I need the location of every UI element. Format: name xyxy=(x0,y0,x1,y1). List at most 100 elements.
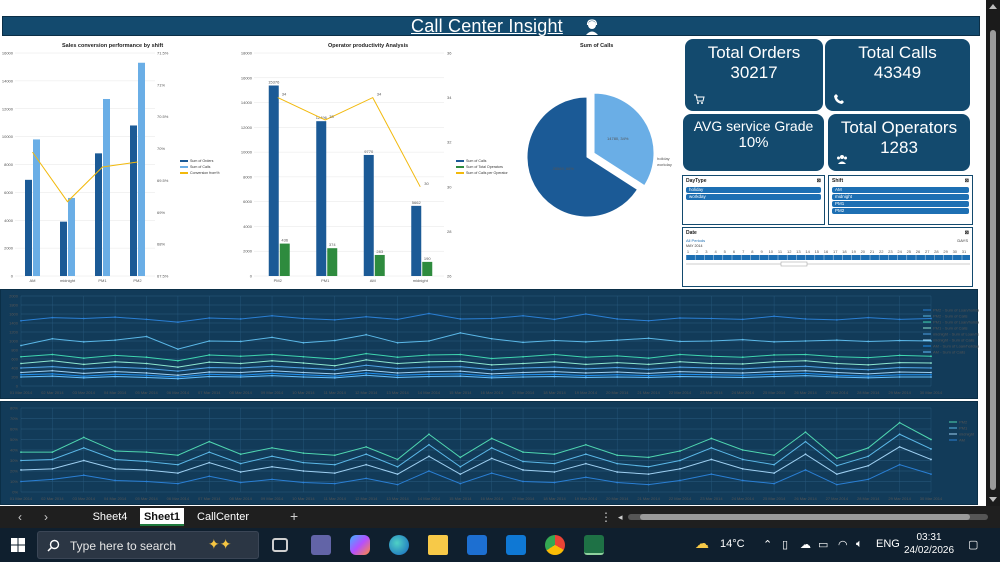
scroll-down-icon[interactable] xyxy=(989,497,997,502)
file-explorer-icon[interactable] xyxy=(428,535,448,555)
series-point xyxy=(867,368,870,371)
series-line xyxy=(20,353,932,362)
y-tick-label: 20% xyxy=(10,469,18,474)
excel-sheet[interactable]: Call Center Insight Sales conversion per… xyxy=(0,0,986,506)
clear-filter-icon[interactable]: ⊠ xyxy=(816,178,821,184)
pie-data-label: 28569, 66% xyxy=(553,166,575,171)
series-point xyxy=(867,455,870,458)
windows-start-icon[interactable] xyxy=(11,538,25,552)
series-point xyxy=(773,375,776,378)
input-language[interactable]: ENG xyxy=(876,538,900,550)
wifi-icon[interactable]: ◠ xyxy=(838,539,848,551)
x-tick-label: 27 Mar 2014 xyxy=(826,496,849,501)
tab-sheet1[interactable]: Sheet1 xyxy=(140,508,184,526)
tab-callcenter[interactable]: CallCenter xyxy=(197,511,249,523)
series-point xyxy=(553,339,556,342)
series-point xyxy=(145,372,148,374)
y2-tick-label: 28 xyxy=(447,229,452,234)
teams-icon[interactable] xyxy=(311,535,331,555)
series-point xyxy=(459,456,462,459)
copilot-icon[interactable] xyxy=(350,535,370,555)
vertical-scrollbar[interactable] xyxy=(986,0,1000,506)
series-point xyxy=(647,337,650,340)
device-icon[interactable]: ▯ xyxy=(782,539,789,551)
daily-conversion-line-chart: 0% 10% 20% 30% 40% 50% 60% 70% 80% 01 Mar 2014 02 … xyxy=(10,406,975,502)
x-tick-label: 26 Mar 2014 xyxy=(794,390,817,395)
hscroll-left-icon[interactable]: ◂ xyxy=(618,512,623,522)
timeline-day-label: 16 xyxy=(824,249,829,254)
cart-icon xyxy=(694,94,705,104)
shift-slicer[interactable]: Shift ⊠ AM midnight PM1 PM2 xyxy=(828,175,973,225)
y-tick-label: 6000 xyxy=(4,190,14,195)
tab-prev-icon[interactable]: ‹ xyxy=(18,510,22,524)
excel-icon[interactable] xyxy=(584,535,604,555)
series-point xyxy=(710,317,713,320)
edge-browser-icon[interactable] xyxy=(389,535,409,555)
series-point xyxy=(835,457,838,460)
horizontal-scrollbar-thumb[interactable] xyxy=(640,514,970,520)
scroll-thumb[interactable] xyxy=(990,30,996,490)
series-point xyxy=(365,333,368,336)
weather-temp[interactable]: 14°C xyxy=(720,538,745,550)
slicer-item-holiday[interactable]: holiday xyxy=(686,187,821,193)
y-tick-label: 16000 xyxy=(241,75,253,80)
series-point xyxy=(396,356,399,359)
series-point xyxy=(867,375,870,377)
series-line xyxy=(20,372,931,378)
outlook-icon[interactable] xyxy=(506,535,526,555)
tray-chevron-icon[interactable]: ⌃ xyxy=(763,539,773,551)
x-tick-label: 29 Mar 2014 xyxy=(888,496,911,501)
slicer-item-pm1[interactable]: PM1 xyxy=(832,201,969,207)
microsoft-store-icon[interactable] xyxy=(467,535,487,555)
series-point xyxy=(428,470,430,472)
series-point xyxy=(333,372,336,375)
series-point xyxy=(679,340,681,343)
onedrive-icon[interactable]: ☁ xyxy=(800,539,811,551)
timeline-day-label: 25 xyxy=(907,249,912,254)
chart2-legend: Sum of Calls Sum of Total Operators Sum … xyxy=(456,158,508,176)
clear-filter-icon[interactable]: ⊠ xyxy=(964,178,969,184)
chrome-icon[interactable] xyxy=(545,535,565,555)
tab-sheet4[interactable]: Sheet4 xyxy=(92,511,128,523)
add-sheet-icon[interactable]: + xyxy=(290,508,299,524)
timeline-day-label: 18 xyxy=(842,249,847,254)
slicer-item-midnight[interactable]: midnight xyxy=(832,194,969,200)
series-point xyxy=(898,373,901,376)
timeline-track[interactable]: 1 2 3 4 5 6 7 8 9 10 11 12 13 14 15 16 17 18 19 20 21 22 23 24 2… xyxy=(685,248,971,270)
copilot-sparkle-icon[interactable]: ✦✦ xyxy=(208,536,232,552)
notifications-icon[interactable]: ▢ xyxy=(968,539,979,551)
series-point xyxy=(930,317,932,320)
task-view-icon[interactable] xyxy=(272,538,288,552)
series-point xyxy=(930,376,932,378)
series-point xyxy=(867,363,870,366)
timeline-period[interactable]: DAYS xyxy=(957,238,968,243)
series-point xyxy=(396,367,399,370)
clear-filter-icon[interactable]: ⊠ xyxy=(964,230,969,236)
series-point xyxy=(114,375,117,378)
slicer-item-workday[interactable]: workday xyxy=(686,194,821,200)
taskbar-search-box[interactable]: Type here to search ✦✦ xyxy=(37,531,259,559)
weather-icon[interactable]: ☁ xyxy=(695,535,709,551)
series-point xyxy=(490,337,493,340)
series-point xyxy=(459,360,462,363)
battery-icon[interactable]: ▭ xyxy=(818,539,829,551)
pie-slice-workday xyxy=(526,96,639,218)
daytype-slicer[interactable]: DayType ⊠ holiday workday xyxy=(682,175,825,225)
series-point xyxy=(804,359,807,362)
series-point xyxy=(51,316,54,319)
series-point xyxy=(459,318,462,320)
volume-icon[interactable]: 🔈︎ xyxy=(856,538,863,550)
scroll-up-icon[interactable] xyxy=(989,4,997,9)
series-point xyxy=(239,471,242,473)
series-point xyxy=(302,341,305,344)
phone-icon xyxy=(834,94,844,104)
slicer-item-am[interactable]: AM xyxy=(832,187,969,193)
slicer-item-pm2[interactable]: PM2 xyxy=(832,208,969,214)
tab-next-icon[interactable]: › xyxy=(44,510,48,524)
tab-options-icon[interactable]: ⋮ xyxy=(600,510,612,524)
series-point xyxy=(239,376,242,378)
system-clock[interactable]: 03:31 24/02/2026 xyxy=(904,531,954,557)
x-tick-label: midnight xyxy=(60,278,76,283)
series-point xyxy=(804,365,807,368)
